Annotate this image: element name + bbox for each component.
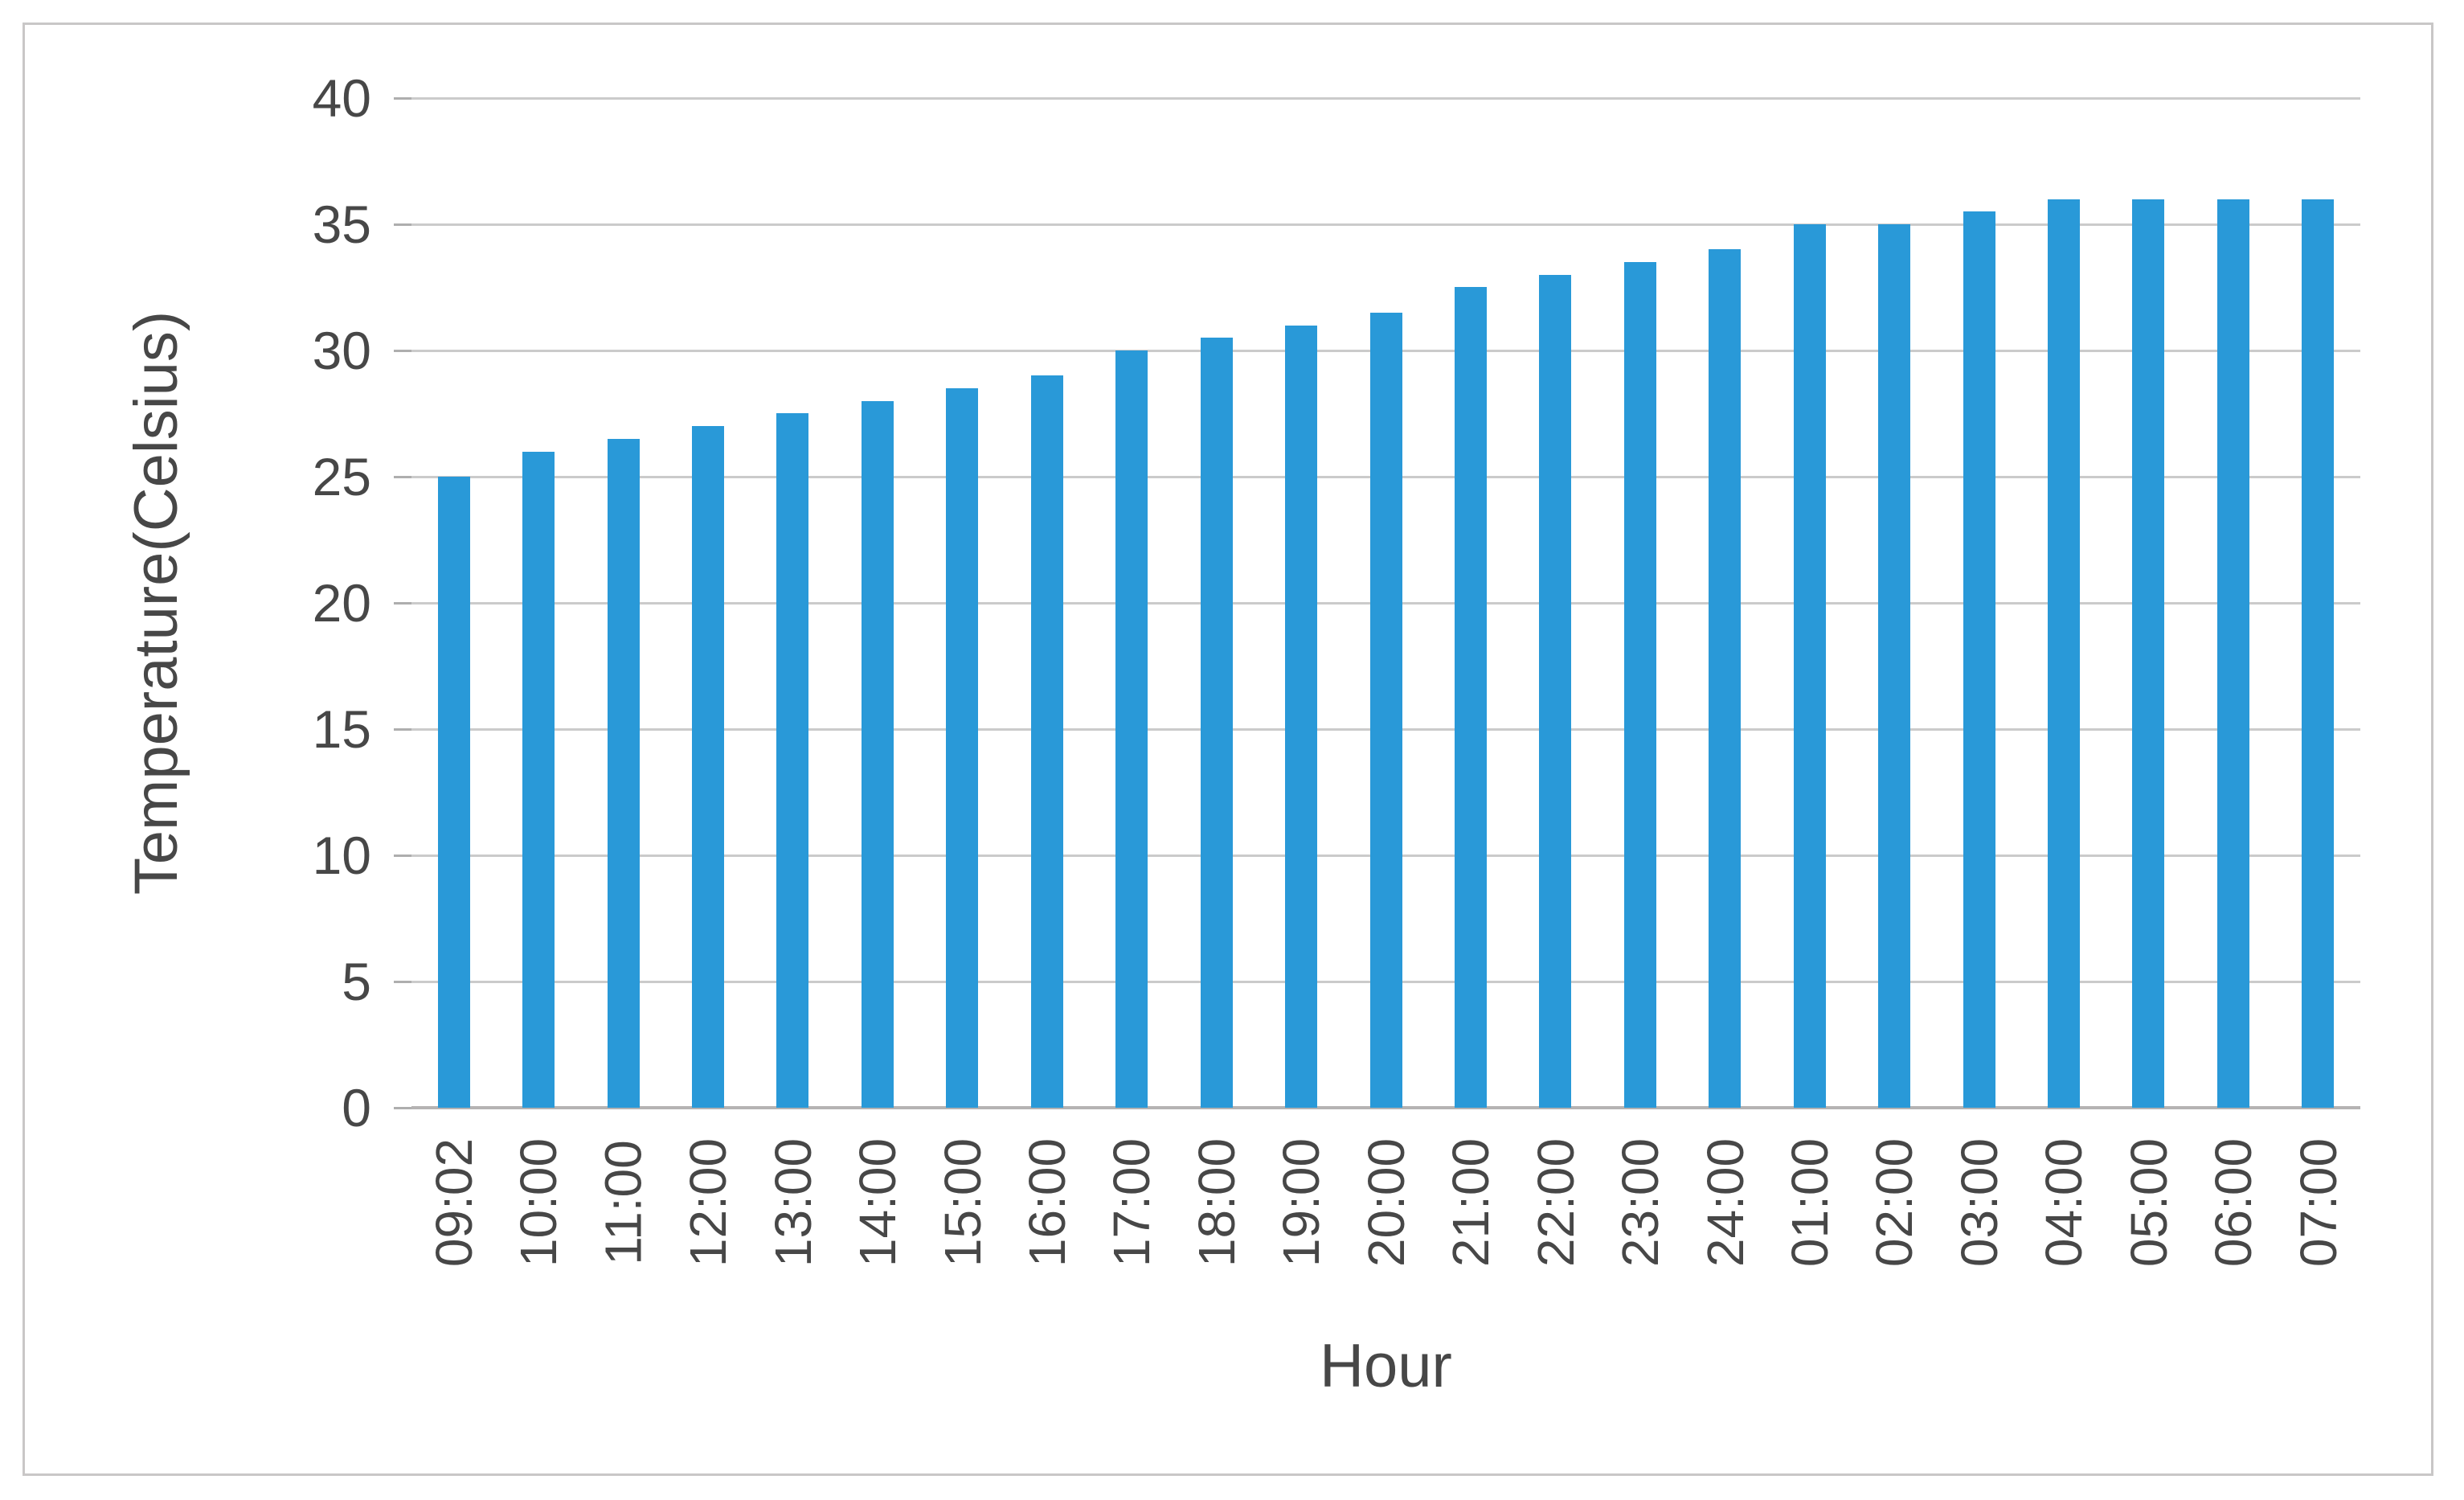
x-tick-label-13:00: 13:00 (751, 1122, 836, 1283)
x-tick-label-19:00: 19:00 (1259, 1122, 1344, 1283)
bar-13:00 (776, 413, 808, 1108)
x-tick-label-11:00: 11:00 (581, 1122, 666, 1283)
x-tick-label-text: 05:00 (2120, 1137, 2178, 1268)
x-tick-label-16:00: 16:00 (1005, 1122, 1090, 1283)
bar-20:00 (1370, 313, 1402, 1108)
y-tick-label-30: 30 (312, 321, 371, 380)
x-tick-label-21:00: 21:00 (1428, 1122, 1513, 1283)
bar-07:00 (2302, 199, 2334, 1108)
x-tick-label-text: 18:00 (1188, 1137, 1246, 1268)
y-tick-mark-40 (394, 97, 411, 100)
x-tick-label-text: 10:00 (510, 1137, 567, 1268)
y-tick-label-5: 5 (342, 952, 371, 1011)
x-tick-label-20:00: 20:00 (1344, 1122, 1429, 1283)
y-tick-mark-10 (394, 855, 411, 857)
bar-11:00 (608, 439, 640, 1108)
bar-14:00 (862, 401, 894, 1108)
x-tick-label-text: 01:00 (1781, 1137, 1839, 1268)
bar-06:00 (2217, 199, 2249, 1108)
x-tick-label-01:00: 01:00 (1767, 1122, 1852, 1283)
y-tick-label-35: 35 (312, 195, 371, 254)
bar-05:00 (2132, 199, 2164, 1108)
x-tick-label-18:00: 18:00 (1174, 1122, 1259, 1283)
x-tick-label-15:00: 15:00 (920, 1122, 1005, 1283)
y-axis-tick-labels: 0 5 10 15 20 25 30 35 40 (0, 72, 371, 1134)
x-tick-label-10:00: 10:00 (496, 1122, 581, 1283)
gridline-y-35 (411, 223, 2360, 226)
x-tick-label-04:00: 04:00 (2021, 1122, 2106, 1283)
x-tick-label-07:00: 07:00 (2276, 1122, 2361, 1283)
x-tick-label-text: 17:00 (1103, 1137, 1160, 1268)
x-tick-label-22:00: 22:00 (1513, 1122, 1598, 1283)
bar-23:00 (1624, 262, 1656, 1108)
bar-17:00 (1115, 350, 1148, 1108)
x-tick-label-text: 13:00 (764, 1137, 822, 1268)
x-tick-label-text: 12:00 (679, 1137, 737, 1268)
y-tick-label-0: 0 (342, 1078, 371, 1137)
x-tick-label-06:00: 06:00 (2191, 1122, 2276, 1283)
x-axis-tick-labels: 09:02 10:00 11:00 12:00 13:00 14:00 15:00 16:00… (411, 1122, 2360, 1283)
x-tick-label-03:00: 03:00 (1937, 1122, 2022, 1283)
x-tick-label-text: 20:00 (1357, 1137, 1415, 1268)
x-tick-label-text: 07:00 (2290, 1137, 2347, 1268)
x-tick-label-text: 14:00 (849, 1137, 907, 1268)
bar-04:00 (2048, 199, 2080, 1108)
bar-18:00 (1201, 338, 1233, 1108)
y-tick-mark-35 (394, 223, 411, 226)
bar-12:00 (692, 426, 724, 1108)
x-tick-label-text: 24:00 (1697, 1137, 1754, 1268)
x-tick-label-text: 15:00 (934, 1137, 992, 1268)
y-tick-label-40: 40 (312, 68, 371, 128)
bar-10:00 (522, 452, 555, 1108)
bar-19:00 (1285, 326, 1317, 1108)
bar-15:00 (946, 388, 978, 1108)
bar-24:00 (1709, 249, 1741, 1108)
x-tick-label-24:00: 24:00 (1683, 1122, 1768, 1283)
bar-03:00 (1963, 211, 1995, 1108)
x-tick-label-text: 11:00 (595, 1140, 653, 1265)
x-tick-label-text: 06:00 (2204, 1137, 2262, 1268)
x-tick-label-12:00: 12:00 (665, 1122, 751, 1283)
x-tick-label-23:00: 23:00 (1598, 1122, 1683, 1283)
bar-09:02 (438, 477, 470, 1108)
x-tick-label-text: 02:00 (1865, 1137, 1923, 1268)
x-tick-label-14:00: 14:00 (835, 1122, 920, 1283)
x-tick-label-05:00: 05:00 (2106, 1122, 2192, 1283)
x-tick-label-text: 23:00 (1611, 1137, 1669, 1268)
y-tick-mark-30 (394, 350, 411, 352)
y-tick-mark-15 (394, 728, 411, 731)
bar-01:00 (1794, 224, 1826, 1108)
x-tick-label-text: 19:00 (1272, 1137, 1330, 1268)
x-tick-label-text: 22:00 (1527, 1137, 1585, 1268)
y-tick-label-20: 20 (312, 573, 371, 633)
x-tick-label-02:00: 02:00 (1852, 1122, 1937, 1283)
y-tick-label-15: 15 (312, 699, 371, 759)
y-tick-mark-5 (394, 981, 411, 983)
x-tick-label-text: 09:02 (425, 1137, 483, 1268)
y-tick-label-25: 25 (312, 447, 371, 506)
x-axis-title: Hour (1320, 1332, 1452, 1400)
x-axis-line (411, 1106, 2360, 1109)
x-tick-label-text: 21:00 (1442, 1137, 1500, 1268)
x-tick-label-text: 04:00 (2035, 1137, 2093, 1268)
x-tick-label-text: 03:00 (1950, 1137, 2008, 1268)
x-tick-label-17:00: 17:00 (1089, 1122, 1174, 1283)
y-tick-mark-0 (394, 1107, 411, 1109)
bar-16:00 (1031, 375, 1063, 1108)
y-tick-mark-20 (394, 602, 411, 605)
x-tick-label-text: 16:00 (1018, 1137, 1076, 1268)
x-tick-label-09:02: 09:02 (411, 1122, 497, 1283)
bar-22:00 (1539, 275, 1571, 1108)
bar-02:00 (1878, 224, 1910, 1108)
gridline-y-40 (411, 97, 2360, 100)
y-tick-label-10: 10 (312, 826, 371, 885)
y-tick-mark-25 (394, 476, 411, 478)
bar-21:00 (1455, 287, 1487, 1108)
plot-area (394, 97, 2360, 1109)
